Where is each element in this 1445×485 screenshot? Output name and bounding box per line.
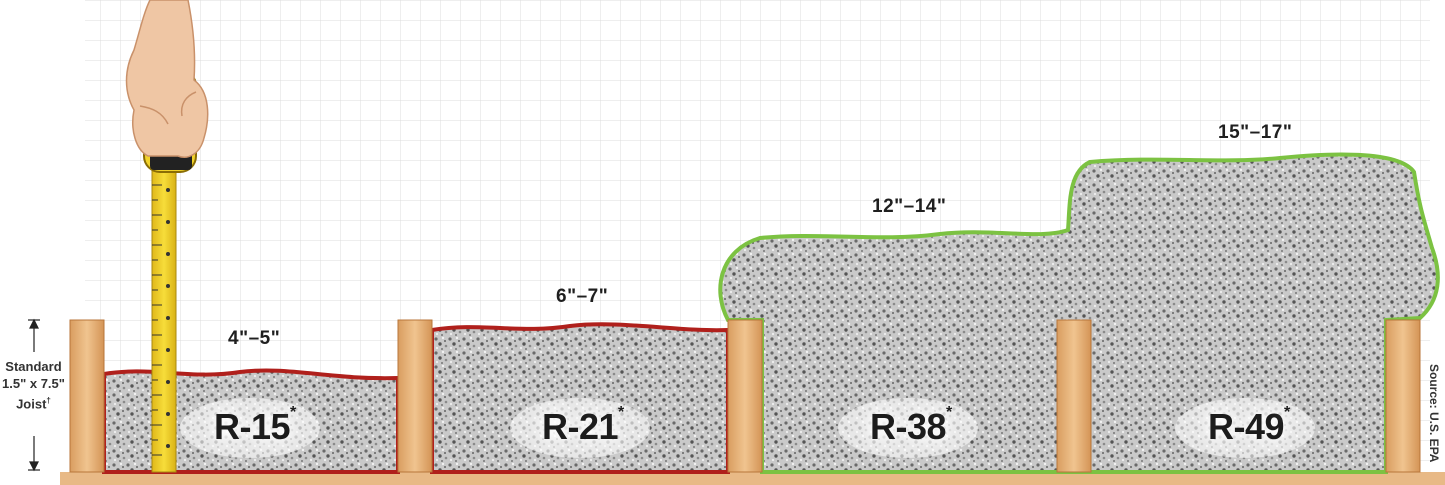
r-value-label-r49: R-49* — [1208, 404, 1290, 447]
joist-4 — [1056, 319, 1092, 473]
hand-icon — [125, 0, 209, 158]
r-value-label-r21: R-21* — [542, 404, 624, 447]
joist-2 — [397, 319, 433, 473]
floor — [60, 472, 1445, 485]
joist-1 — [69, 319, 105, 473]
insulation-r38-r49 — [718, 152, 1440, 474]
source-label: Source: U.S. EPA — [1427, 364, 1441, 463]
r-value-label-r15: R-15* — [214, 404, 296, 447]
depth-label-r21: 6"–7" — [556, 286, 609, 307]
joist-3 — [727, 319, 763, 473]
r-value-label-r38: R-38* — [870, 404, 952, 447]
joist-height-arrow — [28, 318, 40, 472]
depth-label-r38: 12"–14" — [872, 196, 947, 217]
joist-size-label: Standard 1.5" x 7.5" Joist† — [2, 359, 65, 412]
joist-5 — [1385, 319, 1421, 473]
depth-label-r49: 15"–17" — [1218, 122, 1293, 143]
depth-label-r15: 4"–5" — [228, 328, 281, 349]
